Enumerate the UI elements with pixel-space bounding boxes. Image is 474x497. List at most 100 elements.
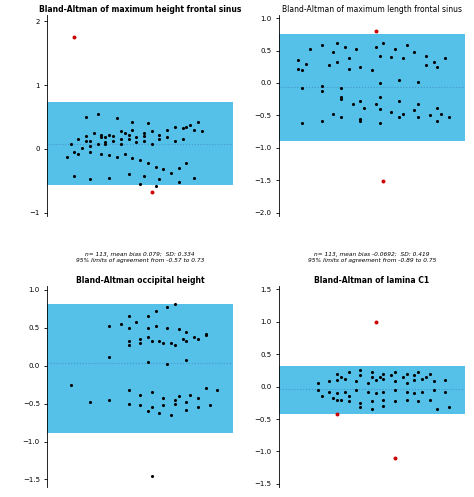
Point (414, 78, 422, 85)
Point (345, 392, 353, 400)
Point (430, 58, 438, 66)
Point (148, 388, 155, 396)
Point (175, 326, 182, 333)
Point (353, 377, 360, 385)
Point (144, 159, 152, 167)
Point (182, 398, 190, 406)
Point (117, 135, 125, 143)
Point (155, 337, 163, 345)
Point (337, 373, 345, 381)
Point (86, 142, 94, 150)
Point (337, 93, 345, 101)
Point (414, 100, 422, 108)
Point (380, 396, 387, 404)
Point (71, 33, 78, 41)
Point (329, 110, 337, 118)
Point (403, 379, 410, 387)
Point (125, 135, 132, 143)
Point (441, 54, 449, 62)
Point (191, 126, 198, 134)
Point (78, 144, 86, 152)
Point (337, 396, 345, 404)
Point (86, 148, 94, 156)
Point (426, 396, 434, 404)
Point (356, 117, 364, 125)
Point (314, 386, 321, 394)
Point (380, 370, 387, 378)
Point (132, 133, 140, 141)
Point (403, 370, 410, 378)
Point (202, 331, 210, 339)
Point (194, 118, 202, 126)
Point (387, 53, 395, 61)
Point (376, 373, 383, 381)
Point (137, 157, 144, 165)
Point (345, 397, 353, 405)
Point (82, 137, 90, 145)
Point (372, 376, 380, 384)
Point (144, 119, 152, 127)
Point (137, 391, 144, 399)
Point (105, 173, 113, 181)
Point (171, 396, 179, 404)
Point (333, 39, 341, 47)
Point (148, 472, 155, 480)
Point (356, 366, 364, 374)
Point (445, 113, 453, 121)
Point (171, 300, 179, 308)
Point (167, 411, 175, 419)
Point (299, 66, 306, 74)
Point (128, 155, 136, 163)
Point (391, 377, 399, 385)
Point (144, 407, 152, 415)
Point (395, 97, 402, 105)
Point (82, 113, 90, 121)
Point (360, 103, 368, 111)
Point (155, 175, 163, 183)
Point (137, 180, 144, 188)
Point (345, 368, 353, 376)
Point (414, 397, 422, 405)
Point (140, 129, 148, 137)
Point (182, 406, 190, 414)
Point (318, 117, 326, 125)
Point (372, 389, 380, 397)
Point (356, 404, 364, 412)
Point (410, 389, 418, 397)
Point (391, 397, 399, 405)
Point (86, 137, 94, 145)
Point (445, 404, 453, 412)
Point (341, 43, 348, 51)
Point (94, 110, 101, 118)
Point (128, 118, 136, 126)
Point (105, 323, 113, 331)
Point (399, 373, 407, 381)
Point (430, 386, 438, 394)
Point (306, 45, 314, 53)
Point (372, 43, 380, 51)
Point (430, 377, 438, 385)
Point (345, 65, 353, 73)
Point (186, 391, 194, 399)
Point (191, 173, 198, 181)
Point (403, 396, 410, 404)
Point (194, 394, 202, 402)
Point (414, 113, 422, 121)
Point (380, 402, 387, 410)
Point (399, 110, 407, 118)
Point (182, 328, 190, 335)
Bar (47, 304, 233, 433)
Point (418, 375, 426, 383)
Point (182, 356, 190, 364)
Point (175, 178, 182, 186)
Point (121, 150, 128, 158)
Point (329, 394, 337, 402)
Point (125, 386, 132, 394)
Point (98, 133, 105, 141)
Point (422, 373, 430, 381)
Point (186, 121, 194, 129)
Point (345, 54, 353, 62)
Point (380, 375, 387, 383)
Text: n= 113, mean bias -0.0692;  SD: 0.419
95% limits of agreement from -0.89 to 0.75: n= 113, mean bias -0.0692; SD: 0.419 95%… (308, 252, 436, 263)
Point (152, 182, 159, 190)
